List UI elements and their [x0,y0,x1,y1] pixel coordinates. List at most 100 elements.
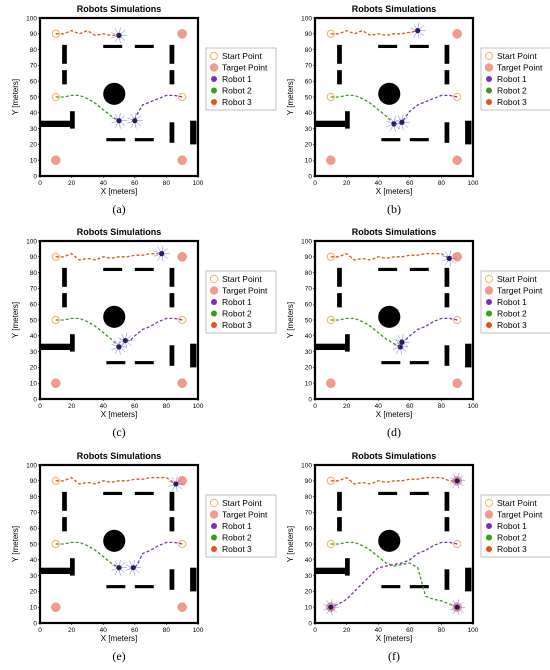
x-tick-label: 20 [68,180,76,187]
chart-panel: Robots Simulations 0 20 40 60 80 100 0 10 20 30 40 5… [286,227,550,439]
obstacle-circle [378,529,401,552]
start-point [51,29,60,38]
x-tick-label: 60 [406,627,414,634]
legend-label: Target Point [222,286,268,296]
legend-marker-target [484,510,494,519]
x-tick-label: 40 [375,627,383,634]
target-point [51,378,61,388]
obstacle [315,343,346,351]
obstacle [134,44,154,49]
y-tick-label: 20 [30,142,38,149]
x-tick-label: 40 [375,180,383,187]
legend-marker-start [484,498,494,508]
x-tick-label: 80 [163,180,171,187]
y-tick-label: 50 [30,541,38,548]
x-tick-label: 40 [100,180,108,187]
x-tick-label: 100 [193,403,204,410]
obstacle [444,517,450,532]
chart-panel: Robots Simulations 0 20 40 60 80 100 0 10 20 30 40 5… [11,451,277,663]
x-tick-label: 60 [131,627,139,634]
y-tick-label: 60 [305,526,313,533]
legend-label: Robot 2 [497,86,527,96]
y-tick-label: 100 [301,15,312,22]
legend-marker-robot1 [211,523,217,529]
target-point [177,378,187,388]
legend-box [480,47,550,111]
obstacle [62,70,67,85]
obstacle [103,491,123,496]
y-tick-label: 0 [33,396,37,403]
x-tick-label: 100 [468,403,479,410]
x-axis-label: X [meters] [101,187,137,196]
y-tick-label: 20 [305,589,313,596]
y-tick-label: 90 [30,31,38,38]
x-tick-label: 0 [313,403,317,410]
y-tick-label: 40 [30,557,38,564]
x-tick-label: 60 [131,403,139,410]
legend-label: Robot 2 [497,309,527,319]
trajectory-robot-3 [330,252,450,261]
y-tick-label: 10 [305,158,313,165]
obstacle [62,491,67,511]
y-tick-label: 90 [305,31,313,38]
trajectory-robot-2 [330,94,395,125]
y-tick-label: 40 [30,110,38,117]
start-point [326,315,335,325]
obstacle [337,517,342,532]
y-tick-label: 100 [26,462,37,469]
legend-label: Robot 3 [222,97,252,107]
y-tick-label: 70 [305,510,313,517]
obstacle [381,585,401,589]
x-tick-label: 80 [163,403,171,410]
trajectory-robot-1 [134,541,183,569]
panel-caption: (e) [112,649,125,663]
obstacle-circle [103,82,126,105]
y-tick-label: 70 [305,63,313,70]
legend-marker-target [484,286,494,295]
chart-title: Robots Simulations [352,451,437,461]
x-tick-label: 0 [38,403,42,410]
obstacle-circle [103,305,126,328]
obstacle [381,138,401,142]
obstacle [134,491,154,496]
target-point [177,476,187,486]
y-tick-label: 50 [30,317,38,324]
obstacle [190,120,197,145]
chart-title: Robots Simulations [352,227,437,237]
legend-marker-start [209,498,219,508]
y-tick-label: 10 [30,381,38,388]
x-tick-label: 100 [468,627,479,634]
y-tick-label: 10 [305,605,313,612]
y-tick-label: 0 [308,620,312,627]
obstacle [409,491,429,496]
legend-marker-robot1 [211,299,217,305]
legend-marker-robot2 [486,534,492,541]
obstacle [337,293,342,308]
obstacle [444,267,450,287]
obstacle [337,44,342,64]
start-point [178,315,187,325]
y-tick-label: 40 [305,110,313,117]
y-axis-label: Y [meters] [11,302,20,338]
x-axis-label: X [meters] [376,187,412,196]
trajectory-robot-1 [330,541,458,608]
target-point [177,29,187,39]
y-tick-label: 70 [30,63,38,70]
obstacle [169,517,175,532]
legend-marker-robot2 [211,534,217,541]
y-tick-label: 10 [30,158,38,165]
legend-marker-robot2 [211,310,217,317]
y-tick-label: 20 [305,142,313,149]
start-point [326,539,335,549]
x-tick-label: 80 [438,627,446,634]
x-tick-label: 0 [38,627,42,634]
start-point [51,252,60,261]
start-point [178,92,187,102]
robot-marker [159,251,165,257]
obstacle [70,334,75,352]
y-tick-label: 40 [305,333,313,340]
obstacle [62,267,67,287]
legend-marker-target [209,63,219,72]
obstacle [190,567,197,592]
panel-caption: (b) [387,202,401,216]
